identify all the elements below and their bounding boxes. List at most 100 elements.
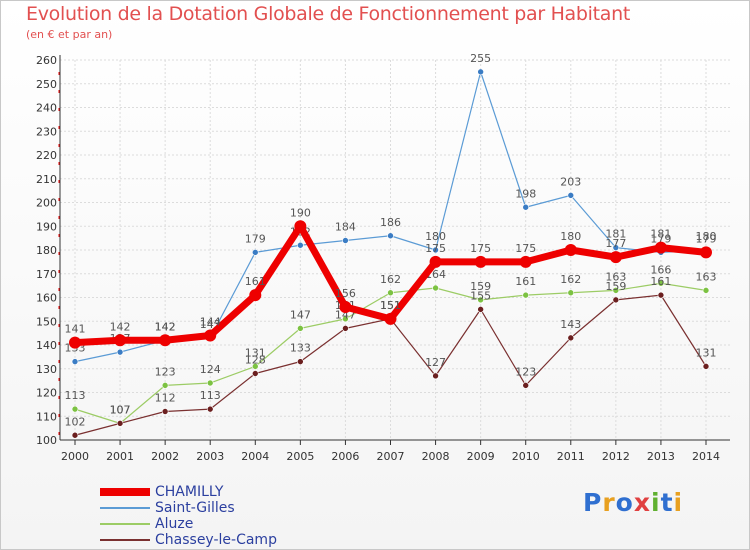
x-tick-label: 2009 [467,450,495,463]
data-point [702,363,710,370]
data-label: 166 [650,263,671,276]
data-label: 107 [110,403,131,416]
data-point [522,382,530,389]
data-point [384,312,397,325]
data-label: 112 [155,392,176,405]
data-label: 142 [155,320,176,333]
logo-letter: o [615,488,634,517]
data-point [71,358,79,365]
data-label: 143 [560,318,581,331]
x-tick-label: 2008 [422,450,450,463]
x-tick-label: 2005 [286,450,314,463]
data-point [387,289,394,297]
y-tick-label: 180 [36,244,57,257]
x-tick-label: 2011 [557,450,585,463]
data-label: 142 [110,320,131,333]
data-point [612,296,620,304]
data-point [474,255,487,268]
logo-letter: i [673,488,684,517]
data-label: 123 [155,365,176,378]
data-point [657,291,665,299]
x-tick-label: 2000 [61,450,89,463]
data-label: 127 [425,356,446,369]
data-label: 141 [65,323,86,336]
data-point [251,363,259,370]
data-point [519,255,532,268]
chart-title: Evolution de la Dotation Globale de Fonc… [26,3,631,25]
data-point [204,329,217,342]
y-tick-label: 120 [36,387,57,400]
data-point [477,68,484,76]
data-point [567,334,575,342]
data-point [702,287,710,294]
data-point [114,334,127,347]
x-tick-label: 2003 [196,450,224,463]
logo-letter: r [602,488,616,517]
legend-item-saint-gilles: Saint-Gilles [100,500,340,516]
data-label: 175 [425,242,446,255]
x-tick-label: 2013 [647,450,675,463]
x-tick-label: 2010 [512,450,540,463]
y-tick-label: 210 [36,173,57,186]
y-tick-label: 130 [36,363,57,376]
x-tick-label: 2002 [151,450,179,463]
y-tick-label: 160 [36,292,57,305]
data-label: 113 [200,389,221,402]
x-tick-label: 2004 [241,450,269,463]
data-label: 133 [290,342,311,355]
data-label: 181 [650,228,671,241]
y-tick-label: 100 [36,434,57,447]
x-tick-label: 2012 [602,450,630,463]
x-tick-label: 2006 [331,450,359,463]
data-label: 190 [290,206,311,219]
data-point [522,203,530,211]
data-point [206,405,214,413]
data-point [342,315,349,323]
data-label: 180 [425,230,446,243]
y-tick-label: 220 [36,149,57,162]
legend-item-aluze: Aluze [100,516,340,532]
y-tick-label: 200 [36,197,57,210]
legend-label-chamilly: CHAMILLY [155,484,224,500]
data-point [522,291,530,299]
data-label: 175 [515,242,536,255]
data-point [71,431,79,439]
x-tick-label: 2014 [692,450,720,463]
data-label: 179 [245,232,266,245]
logo-letter: x [633,488,651,517]
legend-swatch-saint-gilles [100,507,150,509]
data-label: 179 [696,232,717,245]
data-label: 131 [245,346,266,359]
data-point [432,284,439,292]
data-label: 186 [380,216,401,229]
data-point [342,237,349,244]
proxiti-logo: Proxiti [583,488,683,517]
data-point [294,220,307,233]
data-point [116,420,124,427]
y-tick-label: 250 [36,78,57,91]
logo-letter: t [660,488,674,517]
data-point [429,255,442,268]
data-point [477,296,484,304]
data-point [609,251,622,264]
data-label: 180 [560,230,581,243]
data-label: 131 [696,346,717,359]
x-tick-label: 2001 [106,450,134,463]
y-tick-label: 170 [36,268,57,281]
legend-swatch-chassey-le-camp [100,539,150,541]
legend-swatch-aluze [100,523,150,525]
chart-subtitle: (en € et par an) [26,28,113,41]
data-point [612,244,620,251]
data-point [567,289,575,297]
data-point [654,241,667,254]
series-saint-gilles: 1331371421431791821841861802551982031811… [65,52,717,365]
data-point [161,382,169,389]
data-label: 163 [605,270,626,283]
data-label: 184 [335,221,356,234]
data-point [387,232,394,240]
legend-label-saint-gilles: Saint-Gilles [155,500,235,516]
data-point [612,287,620,294]
data-label: 124 [200,363,221,376]
data-label: 102 [65,415,86,428]
